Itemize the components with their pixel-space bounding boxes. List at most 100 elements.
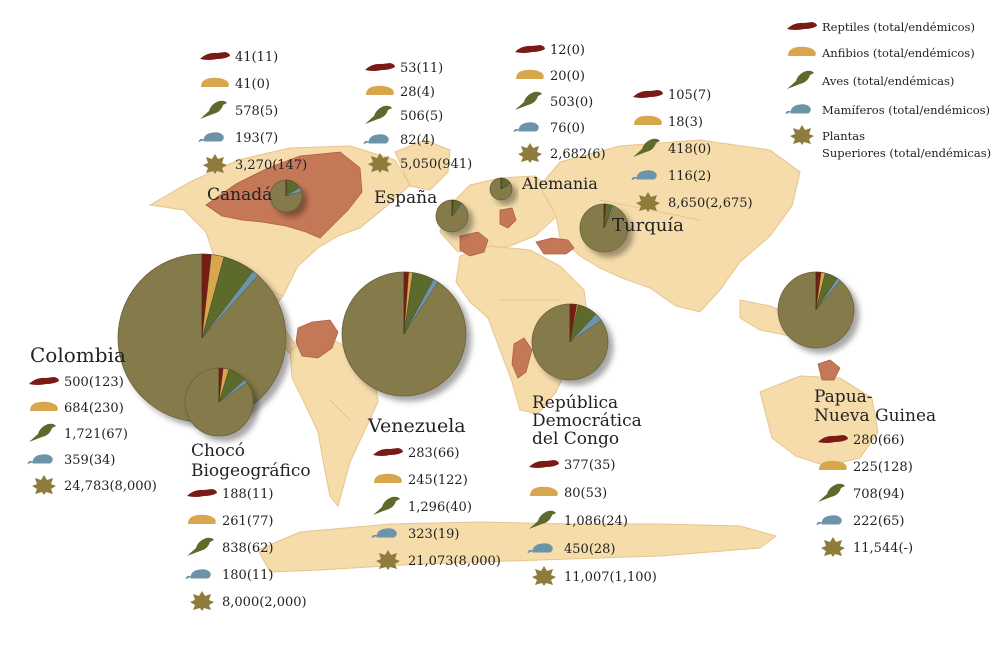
venezuela-amphibians-value: 245(122) (408, 473, 468, 488)
frog-icon (374, 474, 402, 483)
rodent-icon (786, 105, 810, 114)
plant-icon (518, 143, 542, 163)
plant-icon (821, 537, 845, 557)
legend-item-reptiles: Reptiles (total/endémicos) (787, 20, 975, 34)
canada-reptiles-value: 41(11) (235, 50, 278, 65)
bird-icon (200, 101, 227, 119)
venezuela-plants-value: 21,073(8,000) (408, 554, 501, 569)
colombia-plants-value: 24,783(8,000) (64, 479, 157, 494)
canada-plants-value: 3,270(147) (235, 158, 307, 173)
lizard-icon (187, 489, 217, 497)
congo-mammals-value: 450(28) (564, 542, 616, 557)
frog-icon (530, 487, 558, 496)
colombia-reptiles-value: 500(123) (64, 375, 124, 390)
frog-icon (201, 78, 229, 87)
colombia-amphibians-value: 684(230) (64, 401, 124, 416)
turquia-name: Turquía (612, 215, 684, 236)
alemania-reptiles-value: 12(0) (550, 43, 585, 58)
congo-pie (532, 304, 608, 380)
rodent-icon (199, 133, 223, 142)
bird-icon (187, 538, 214, 556)
bird-icon (787, 71, 814, 89)
alemania-values: 12(0)20(0)503(0)76(0)2,682(6) (514, 43, 606, 163)
choco-reptiles-value: 188(11) (222, 487, 274, 502)
turquia-birds-value: 418(0) (668, 142, 711, 157)
papua-birds-value: 708(94) (853, 487, 905, 502)
choco-pie (185, 368, 253, 436)
lizard-icon (365, 63, 395, 71)
venezuela-mammals-value: 323(19) (408, 527, 460, 542)
alemania-mammals-value: 76(0) (550, 121, 585, 136)
espana-name: España (374, 188, 437, 208)
frog-icon (634, 116, 662, 125)
legend: Reptiles (total/endémicos) Anfibios (tota… (786, 20, 991, 160)
legend-item-amphibians: Anfibios (total/endémicos) (788, 46, 975, 60)
congo-reptiles-value: 377(35) (564, 458, 616, 473)
bird-icon (373, 497, 400, 515)
frog-icon (30, 402, 58, 411)
congo-amphibians-value: 80(53) (564, 486, 607, 501)
papua-reptiles-value: 280(66) (853, 433, 905, 448)
rodent-icon (186, 570, 210, 579)
canada-pie (270, 180, 302, 212)
lizard-icon (515, 45, 545, 53)
bird-icon (365, 106, 392, 124)
legend-label-birds: Aves (total/endémicas) (821, 74, 954, 88)
papua-pie (778, 272, 854, 348)
turquia-mammals-value: 116(2) (668, 169, 711, 184)
bird-icon (818, 484, 845, 502)
papua-highlight (818, 360, 840, 380)
frog-icon (366, 86, 394, 95)
plant-icon (32, 475, 56, 495)
venezuela-pie (342, 272, 466, 396)
venezuela-name: Venezuela (367, 415, 466, 437)
venezuela-birds-value: 1,296(40) (408, 500, 472, 515)
turquia-amphibians-value: 18(3) (668, 115, 703, 130)
alemania-plants-value: 2,682(6) (550, 147, 606, 162)
legend-item-mammals: Mamíferos (total/endémicos) (786, 103, 990, 117)
espana-plants-value: 5,050(941) (400, 157, 472, 172)
espana-reptiles-value: 53(11) (400, 61, 443, 76)
lizard-icon (200, 52, 230, 60)
canada-name: Canadá (207, 185, 272, 205)
plant-icon (790, 125, 814, 145)
canada-amphibians-value: 41(0) (235, 77, 270, 92)
rodent-icon (514, 123, 538, 132)
plant-icon (190, 591, 214, 611)
rodent-icon (817, 516, 841, 525)
espana-pie (436, 200, 468, 232)
legend-item-birds: Aves (total/endémicas) (787, 71, 954, 89)
lizard-icon (373, 448, 403, 456)
papua-amphibians-value: 225(128) (853, 460, 913, 475)
congo-values: 377(35)80(53)1,086(24)450(28)11,007(1,10… (528, 458, 657, 586)
alemania-pie (490, 178, 512, 200)
turkey-highlight (536, 238, 574, 254)
legend-label-amphibians: Anfibios (total/endémicos) (821, 46, 975, 60)
antarctica-land (258, 522, 776, 572)
choco-mammals-value: 180(11) (222, 568, 274, 583)
papua-label-group: Papua-Nueva Guinea280(66)225(128)708(94)… (814, 387, 936, 557)
turquia-reptiles-value: 105(7) (668, 88, 711, 103)
legend-label-reptiles: Reptiles (total/endémicos) (822, 20, 975, 34)
turquia-plants-value: 8,650(2,675) (668, 196, 753, 211)
plant-icon (532, 566, 556, 586)
colombia-name: Colombia (30, 343, 126, 367)
canada-mammals-value: 193(7) (235, 131, 278, 146)
frog-icon (788, 47, 816, 56)
alemania-amphibians-value: 20(0) (550, 69, 585, 84)
papua-mammals-value: 222(65) (853, 514, 905, 529)
rodent-icon (28, 455, 52, 464)
legend-label-mammals: Mamíferos (total/endémicos) (822, 103, 990, 117)
espana-values: 53(11)28(4)506(5)82(4)5,050(941) (364, 61, 472, 173)
frog-icon (188, 515, 216, 524)
espana-mammals-value: 82(4) (400, 133, 435, 148)
choco-plants-value: 8,000(2,000) (222, 595, 307, 610)
espana-amphibians-value: 28(4) (400, 85, 435, 100)
venezuela-reptiles-value: 283(66) (408, 446, 460, 461)
papua-plants-value: 11,544(-) (853, 541, 913, 556)
frog-icon (516, 70, 544, 79)
